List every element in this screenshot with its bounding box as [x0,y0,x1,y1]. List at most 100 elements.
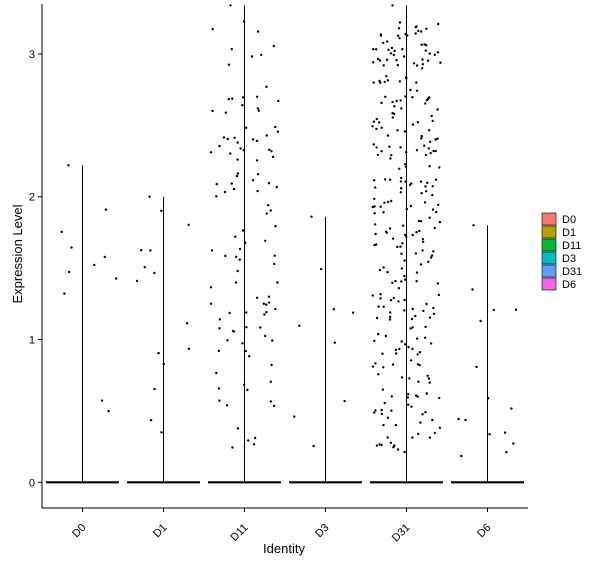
data-point [273,262,276,266]
data-point [401,48,404,51]
y-tick-label: 1 [29,335,35,347]
data-point [162,362,165,366]
data-point [374,232,377,236]
data-point [378,121,381,124]
data-point [238,258,241,261]
data-point [386,416,389,419]
data-point [386,200,390,204]
data-point [242,149,245,152]
data-point [428,381,431,384]
data-point [246,388,249,392]
data-point [399,245,402,248]
data-point [435,210,438,214]
data-point [382,41,385,45]
data-point [310,215,313,218]
data-point [390,199,393,203]
data-point [256,189,259,193]
data-point [390,46,394,50]
data-point [405,151,408,154]
data-point [375,48,378,51]
data-point [256,107,260,110]
data-point [400,176,403,180]
data-point [396,448,400,451]
data-point [427,377,431,380]
data-point [252,443,256,446]
data-point [242,229,246,232]
data-point [428,216,431,219]
data-point [405,207,408,211]
data-point [391,4,394,7]
data-point [244,241,247,244]
x-axis: D0 D1 D11 D3 D31 D6 [42,507,528,544]
data-point [382,64,385,67]
data-point [402,224,405,227]
data-point [267,182,271,185]
x-tick-label: D1 [151,522,169,540]
data-point [416,337,419,340]
data-point [374,186,377,189]
data-point [272,404,276,408]
data-point [270,150,273,153]
data-point [93,263,96,267]
data-point [262,302,265,305]
data-point [320,267,323,271]
x-axis-label: Identity [263,541,305,556]
data-point [430,114,433,118]
data-point [390,154,393,157]
data-point [238,247,242,251]
data-point [438,426,442,429]
data-point [268,148,271,151]
data-point [388,145,391,148]
data-point [417,29,420,33]
data-point [386,270,389,274]
data-point [437,203,440,207]
data-point [225,404,229,407]
data-point [277,99,280,103]
data-point [218,144,221,148]
data-point [432,312,436,316]
data-point [395,99,398,103]
data-point [312,444,315,448]
data-point [380,101,383,105]
data-point [417,432,420,436]
data-point [274,225,277,228]
legend-label: D6 [562,279,576,291]
data-point [265,134,268,137]
data-point [403,450,406,454]
data-point [372,143,375,146]
data-point [436,51,440,54]
data-point [415,64,419,67]
data-point [257,109,260,112]
data-point [224,111,227,114]
data-point [265,212,268,215]
data-point [275,185,278,189]
data-point [414,314,417,318]
data-point [422,309,425,313]
data-point [397,27,401,30]
data-point [431,119,434,123]
data-point [388,178,392,181]
data-point [387,48,390,51]
data-point [351,311,355,314]
data-point [241,96,245,99]
data-point [384,95,387,99]
data-point [376,153,380,157]
data-point [267,301,271,304]
data-point [263,313,266,316]
data-point [274,307,277,311]
data-point [227,97,230,101]
data-point [397,300,400,303]
data-point [391,112,394,115]
data-point [218,318,221,321]
data-point [416,121,419,124]
data-point [411,123,415,126]
data-point [386,134,390,137]
data-point [245,311,248,314]
data-point [423,201,427,204]
data-point [250,55,254,58]
data-point [396,63,399,67]
data-point [396,129,399,132]
data-point [415,231,418,234]
data-point [433,431,436,435]
data-point [414,252,418,255]
